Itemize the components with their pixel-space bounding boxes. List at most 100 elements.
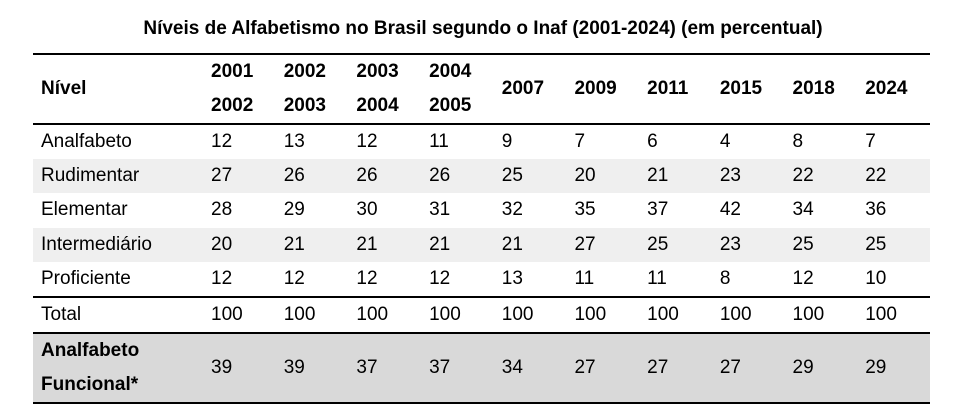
functional-cell: 27 — [574, 356, 596, 378]
total-row: Total 100 100 100 100 100 100 100 100 100 100 — [33, 296, 930, 333]
header-period: 2004 2005 — [429, 61, 472, 116]
functional-cell: 29 — [865, 356, 887, 378]
header-period: 2003 2004 — [356, 61, 399, 116]
functional-cell: 37 — [356, 356, 378, 378]
table-cell: 27 — [211, 164, 233, 186]
table-cell: 12 — [429, 267, 451, 289]
total-cell: 100 — [647, 303, 679, 325]
table-cell: 11 — [647, 267, 667, 289]
table-cell: 35 — [574, 199, 596, 221]
header-period: 2018 — [792, 78, 835, 99]
table-row: Rudimentar 27 26 26 26 25 20 21 23 22 22 — [33, 158, 930, 193]
table-cell: 7 — [574, 130, 586, 152]
header-row: Nível 2001 2002 2002 2003 2003 2004 2004 200… — [33, 54, 930, 124]
total-cell: 100 — [283, 303, 316, 325]
table-cell: 26 — [356, 164, 378, 186]
table-cell: 12 — [356, 267, 378, 289]
functional-cell: 27 — [719, 356, 741, 378]
table-cell: 42 — [719, 199, 741, 221]
table-cell: 13 — [283, 130, 305, 152]
table-cell: 21 — [501, 233, 523, 255]
table-cell: 11 — [574, 267, 595, 289]
table-row: Proficiente 12 12 12 12 13 11 11 8 12 10 — [33, 262, 930, 297]
header-period: 2015 — [719, 78, 763, 99]
literacy-table-container: Nível 2001 2002 2002 2003 2003 2004 2004 200… — [33, 53, 930, 404]
total-cell: 100 — [719, 303, 752, 325]
total-cell: 100 — [429, 303, 461, 325]
table-cell: 12 — [283, 267, 305, 289]
row-level-label: Analfabeto — [41, 130, 132, 152]
table-cell: 7 — [865, 130, 876, 152]
table-cell: 31 — [429, 199, 451, 221]
table-cell: 11 — [429, 130, 449, 152]
table-cell: 23 — [719, 164, 741, 186]
table-row: Intermediário 20 21 21 21 21 27 25 23 25 25 — [33, 227, 930, 262]
table-cell: 28 — [211, 199, 233, 221]
header-period: 2024 — [865, 78, 908, 99]
table-cell: 21 — [647, 164, 669, 186]
header-period: 2011 — [647, 78, 689, 99]
header-period: 2002 2003 — [283, 61, 326, 116]
table-cell: 9 — [501, 130, 513, 152]
table-cell: 25 — [647, 233, 669, 255]
table-cell: 25 — [501, 164, 523, 186]
functional-label: Analfabeto Funcional* — [33, 333, 203, 403]
total-cell: 100 — [792, 303, 825, 325]
table-title: Níveis de Alfabetismo no Brasil segundo … — [143, 18, 823, 39]
table-cell: 6 — [647, 130, 658, 152]
functional-label-line2: Funcional* — [41, 373, 139, 395]
table-cell: 25 — [792, 233, 814, 255]
functional-cell: 39 — [211, 356, 233, 378]
total-cell: 100 — [501, 303, 534, 325]
table-cell: 12 — [211, 130, 233, 152]
table-cell: 34 — [792, 199, 814, 221]
table-cell: 22 — [865, 164, 887, 186]
header-period: 2007 — [501, 78, 545, 99]
total-cell: 100 — [356, 303, 389, 325]
table-cell: 12 — [792, 267, 814, 289]
header-period: 2009 — [574, 78, 617, 99]
total-cell: 100 — [574, 303, 607, 325]
functional-cell: 29 — [792, 356, 814, 378]
table-cell: 32 — [501, 199, 523, 221]
functional-cell: 34 — [501, 356, 523, 378]
table-cell: 8 — [719, 267, 731, 289]
functional-cell: 39 — [283, 356, 305, 378]
table-cell: 20 — [211, 233, 233, 255]
table-cell: 37 — [647, 199, 669, 221]
table-cell: 12 — [356, 130, 378, 152]
functional-cell: 37 — [429, 356, 451, 378]
header-period: 2001 2002 — [211, 61, 254, 116]
table-cell: 21 — [356, 233, 378, 255]
total-cell: 100 — [211, 303, 243, 325]
row-level-label: Elementar — [41, 199, 128, 221]
table-cell: 29 — [283, 199, 305, 221]
table-cell: 25 — [865, 233, 887, 255]
header-level: Nível — [41, 78, 87, 99]
row-level-label: Intermediário — [41, 233, 152, 255]
table-cell: 8 — [792, 130, 804, 152]
table-cell: 26 — [429, 164, 451, 186]
table-cell: 27 — [574, 233, 596, 255]
table-cell: 26 — [283, 164, 305, 186]
total-label: Total — [41, 303, 82, 325]
functional-cell: 27 — [647, 356, 669, 378]
row-level-label: Proficiente — [41, 267, 131, 289]
table-cell: 22 — [792, 164, 814, 186]
total-cell: 100 — [865, 303, 897, 325]
row-level-label: Rudimentar — [41, 164, 140, 186]
table-cell: 20 — [574, 164, 596, 186]
table-cell: 21 — [283, 233, 305, 255]
table-row: Elementar 28 29 30 31 32 35 37 42 34 36 — [33, 193, 930, 228]
table-row: Analfabeto 12 13 12 11 9 7 6 4 8 7 — [33, 124, 930, 159]
table-cell: 4 — [719, 130, 731, 152]
table-cell: 23 — [719, 233, 741, 255]
functional-label-line1: Analfabeto — [41, 339, 140, 361]
table-cell: 12 — [211, 267, 233, 289]
table-cell: 10 — [865, 267, 887, 289]
table-cell: 21 — [429, 233, 451, 255]
table-cell: 36 — [865, 199, 887, 221]
literacy-table: Nível 2001 2002 2002 2003 2003 2004 2004 200… — [33, 53, 930, 404]
functional-illiteracy-row: Analfabeto Funcional* 39 39 37 37 34 27 27 27 29 29 — [33, 332, 930, 403]
table-cell: 30 — [356, 199, 378, 221]
